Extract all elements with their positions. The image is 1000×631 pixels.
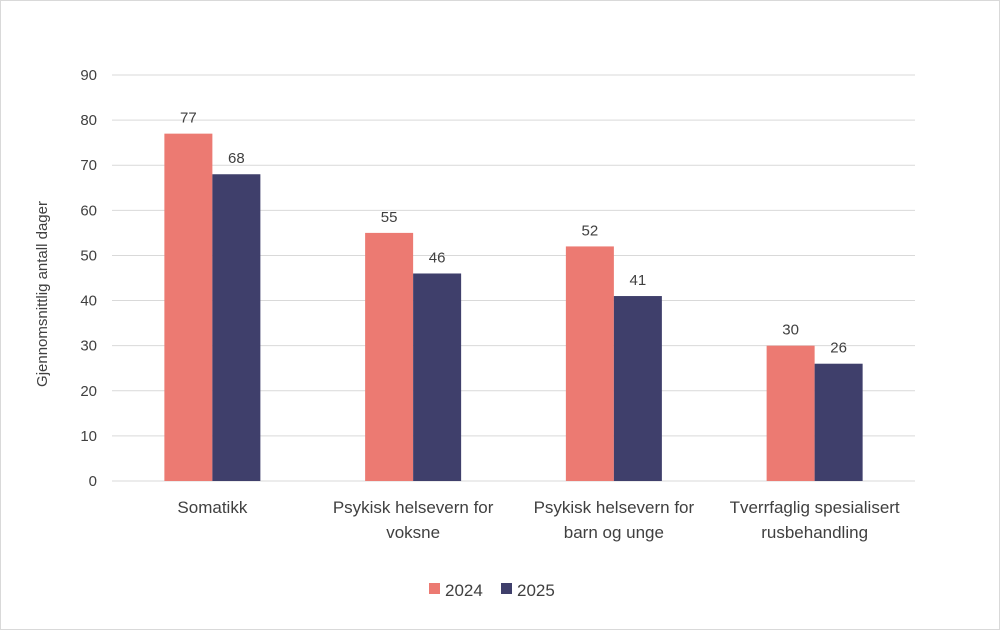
- x-category-label: Tverrfaglig spesialisert: [730, 498, 900, 517]
- legend-label-2024: 2024: [445, 581, 483, 600]
- x-category-label: voksne: [386, 523, 440, 542]
- y-axis-ticks: 0 10 20 30 40 50 60 70 80 90: [80, 67, 97, 490]
- y-axis-label: Gjennomsnittlig antall dager: [34, 201, 51, 387]
- data-label-2024: 52: [582, 222, 599, 239]
- bar-2024: [164, 133, 213, 481]
- data-label-2024: 77: [180, 110, 197, 127]
- y-tick-label: 0: [89, 473, 97, 490]
- y-tick-label: 10: [80, 428, 97, 445]
- x-category-label: Psykisk helsevern for: [534, 498, 695, 517]
- legend: 2024 2025: [429, 581, 555, 600]
- x-category-label: Psykisk helsevern for: [333, 498, 494, 517]
- x-category-label: rusbehandling: [761, 523, 868, 542]
- bar-2024: [766, 345, 815, 481]
- y-tick-label: 80: [80, 112, 97, 129]
- bar-2025: [613, 296, 662, 481]
- bar-2024: [565, 246, 614, 481]
- data-label-2025: 46: [429, 249, 446, 266]
- y-tick-label: 30: [80, 338, 97, 355]
- x-category-label: barn og unge: [564, 523, 664, 542]
- y-tick-label: 20: [80, 383, 97, 400]
- y-tick-label: 40: [80, 293, 97, 310]
- data-label-2025: 26: [830, 340, 847, 357]
- y-tick-label: 60: [80, 202, 97, 219]
- x-axis-categories: Somatikk Psykisk helsevern for voksne Psyki…: [177, 498, 900, 542]
- y-tick-label: 90: [80, 67, 97, 84]
- legend-label-2025: 2025: [517, 581, 555, 600]
- bar-2025: [814, 363, 863, 481]
- bar-2025: [212, 174, 261, 481]
- bars: [164, 133, 863, 481]
- bar-2025: [413, 273, 462, 481]
- data-label-2025: 41: [630, 272, 647, 289]
- y-tick-label: 50: [80, 247, 97, 264]
- x-category-label: Somatikk: [177, 498, 247, 517]
- legend-swatch-2024: [429, 583, 440, 594]
- data-label-2025: 68: [228, 150, 245, 167]
- data-label-2024: 30: [782, 322, 799, 339]
- legend-swatch-2025: [501, 583, 512, 594]
- y-tick-label: 70: [80, 157, 97, 174]
- data-label-2024: 55: [381, 209, 398, 226]
- bar-2024: [365, 232, 414, 481]
- data-labels: 77 68 55 46 52 41 30 26: [180, 110, 847, 357]
